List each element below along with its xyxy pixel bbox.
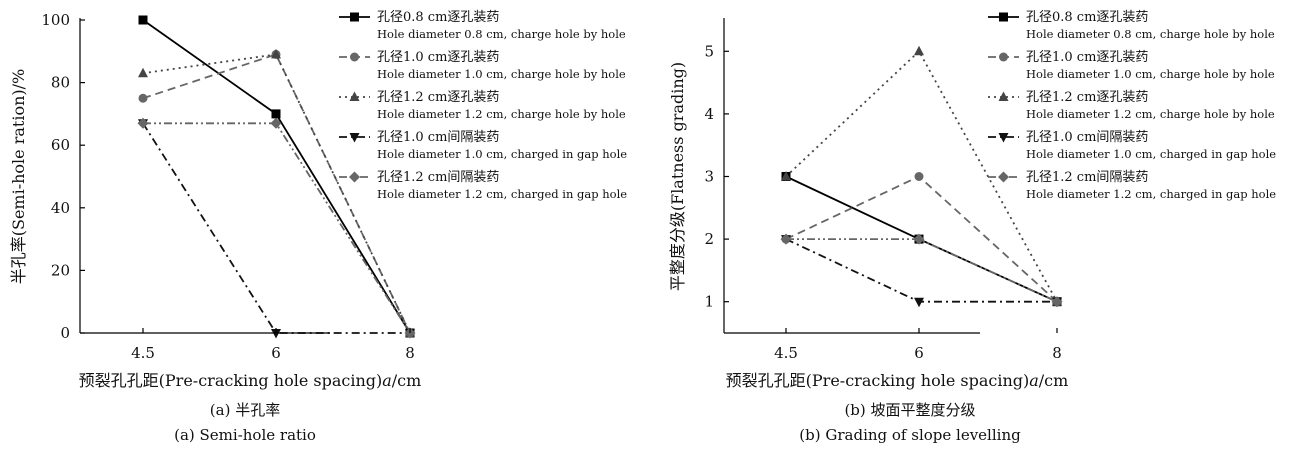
legend-marker	[350, 52, 359, 62]
data-point	[781, 171, 791, 181]
y-tick-label: 1	[704, 293, 714, 311]
legend-label-cn: 孔径1.2 cm间隔装药	[377, 170, 499, 185]
chart-axes: 1 2 3 4 5 4.5 6 8	[704, 18, 1062, 362]
legend-marker	[349, 171, 360, 183]
legend-label-en: Hole diameter 1.2 cm, charge hole by hol…	[1026, 107, 1275, 121]
x-axis-label-text: 预裂孔孔距(Pre-cracking hole spacing)	[79, 371, 383, 390]
x-tick-label: 6	[914, 344, 924, 362]
legend-marker	[350, 12, 359, 22]
panel-caption-en: (a) Semi-hole ratio	[174, 426, 316, 444]
panel-flatness-grading: 1 2 3 4 5 4.5 6 8 平整度分级(Flatness grading) 预裂孔孔距…	[668, 10, 1276, 444]
x-axis-label-unit: /cm	[1039, 371, 1069, 390]
legend-label-cn: 孔径1.0 cm间隔装药	[377, 130, 499, 145]
legend-marker	[349, 133, 360, 143]
data-point	[914, 297, 924, 308]
y-tick-label: 0	[60, 324, 70, 342]
legend-label-en: Hole diameter 1.0 cm, charged in gap hol…	[377, 147, 627, 161]
legend-label-cn: 孔径1.2 cm逐孔装药	[1026, 90, 1148, 105]
panel-caption-cn: (b) 坡面平整度分级	[844, 401, 975, 419]
x-axis-label-text: 预裂孔孔距(Pre-cracking hole spacing)	[726, 371, 1030, 390]
y-tick-label: 2	[704, 230, 714, 248]
legend-label-en: Hole diameter 1.2 cm, charged in gap hol…	[377, 187, 627, 201]
data-point	[271, 329, 281, 339]
x-tick-label: 8	[405, 344, 415, 362]
legend-marker	[999, 52, 1008, 62]
y-tick-label: 40	[51, 199, 70, 217]
x-axis-label-unit: /cm	[392, 371, 422, 390]
y-tick-label: 5	[704, 42, 714, 60]
legend-label-en: Hole diameter 1.0 cm, charged in gap hol…	[1026, 147, 1276, 161]
y-axis-label: 半孔率(Semi-hole ration)/%	[9, 69, 28, 285]
legend-marker	[999, 12, 1008, 22]
data-point	[138, 15, 148, 25]
legend-label-cn: 孔径1.0 cm逐孔装药	[377, 50, 499, 65]
legend: 孔径0.8 cm逐孔装药 Hole diameter 0.8 cm, charge…	[988, 10, 1276, 201]
panel-semi-hole-ratio: 0 20 40 60 80 100 4.5 6 8 半孔率(Semi-hole ration)/…	[9, 10, 627, 444]
legend-label-cn: 孔径1.2 cm逐孔装药	[377, 90, 499, 105]
x-tick-label: 4.5	[774, 344, 798, 362]
x-tick-label: 6	[271, 344, 281, 362]
legend-label-en: Hole diameter 1.2 cm, charge hole by hol…	[377, 107, 626, 121]
x-tick-label: 4.5	[131, 344, 155, 362]
series-line	[786, 238, 1058, 303]
legend-label-cn: 孔径1.2 cm间隔装药	[1026, 170, 1148, 185]
legend-label-en: Hole diameter 0.8 cm, charge hole by hol…	[1026, 27, 1275, 41]
y-tick-label: 100	[41, 11, 70, 29]
series-line	[142, 122, 410, 334]
legend-marker	[998, 171, 1009, 183]
panel-caption-cn: (a) 半孔率	[210, 401, 280, 419]
x-tick-label: 8	[1052, 344, 1062, 362]
legend-label-en: Hole diameter 1.0 cm, charge hole by hol…	[377, 67, 626, 81]
legend-label-cn: 孔径0.8 cm逐孔装药	[377, 10, 499, 25]
chart-marks	[780, 45, 1063, 308]
chart-axes: 0 20 40 60 80 100 4.5 6 8	[41, 11, 414, 362]
legend-label-cn: 孔径1.0 cm间隔装药	[1026, 130, 1148, 145]
legend: 孔径0.8 cm逐孔装药 Hole diameter 0.8 cm, charge…	[339, 10, 627, 201]
y-tick-label: 20	[51, 261, 70, 279]
panel-caption-en: (b) Grading of slope levelling	[799, 426, 1021, 444]
x-axis-label-variable: a	[382, 371, 392, 390]
legend-marker	[998, 91, 1009, 101]
x-axis-label: 预裂孔孔距(Pre-cracking hole spacing)a/cm	[79, 371, 422, 390]
data-point	[137, 117, 149, 129]
legend-label-en: Hole diameter 0.8 cm, charge hole by hol…	[377, 27, 626, 41]
data-point	[138, 67, 148, 78]
x-axis-label: 预裂孔孔距(Pre-cracking hole spacing)a/cm	[726, 371, 1069, 390]
data-point	[913, 233, 925, 245]
legend-marker	[998, 133, 1009, 143]
series-line	[785, 238, 1057, 303]
y-axis-label: 平整度分级(Flatness grading)	[668, 62, 687, 291]
legend-label-en: Hole diameter 1.2 cm, charged in gap hol…	[1026, 187, 1276, 201]
data-point	[914, 172, 924, 181]
chart-marks	[137, 15, 416, 339]
y-tick-label: 60	[51, 136, 70, 154]
data-point	[138, 93, 148, 103]
series-line	[142, 19, 411, 334]
data-point	[271, 109, 281, 119]
legend-label-cn: 孔径0.8 cm逐孔装药	[1026, 10, 1148, 25]
series-line	[785, 49, 1058, 303]
data-point	[914, 45, 924, 56]
legend-label-en: Hole diameter 1.0 cm, charge hole by hol…	[1026, 67, 1275, 81]
data-point	[271, 48, 281, 59]
legend-label-cn: 孔径1.0 cm逐孔装药	[1026, 50, 1148, 65]
y-tick-label: 4	[704, 105, 714, 123]
series-line	[143, 122, 411, 334]
data-point	[1051, 296, 1063, 308]
data-point	[270, 117, 282, 129]
y-tick-label: 80	[51, 74, 70, 92]
series-line	[142, 53, 411, 334]
data-point	[780, 233, 792, 245]
legend-marker	[349, 91, 360, 101]
x-axis-label-variable: a	[1029, 371, 1039, 390]
y-tick-label: 3	[704, 168, 714, 186]
